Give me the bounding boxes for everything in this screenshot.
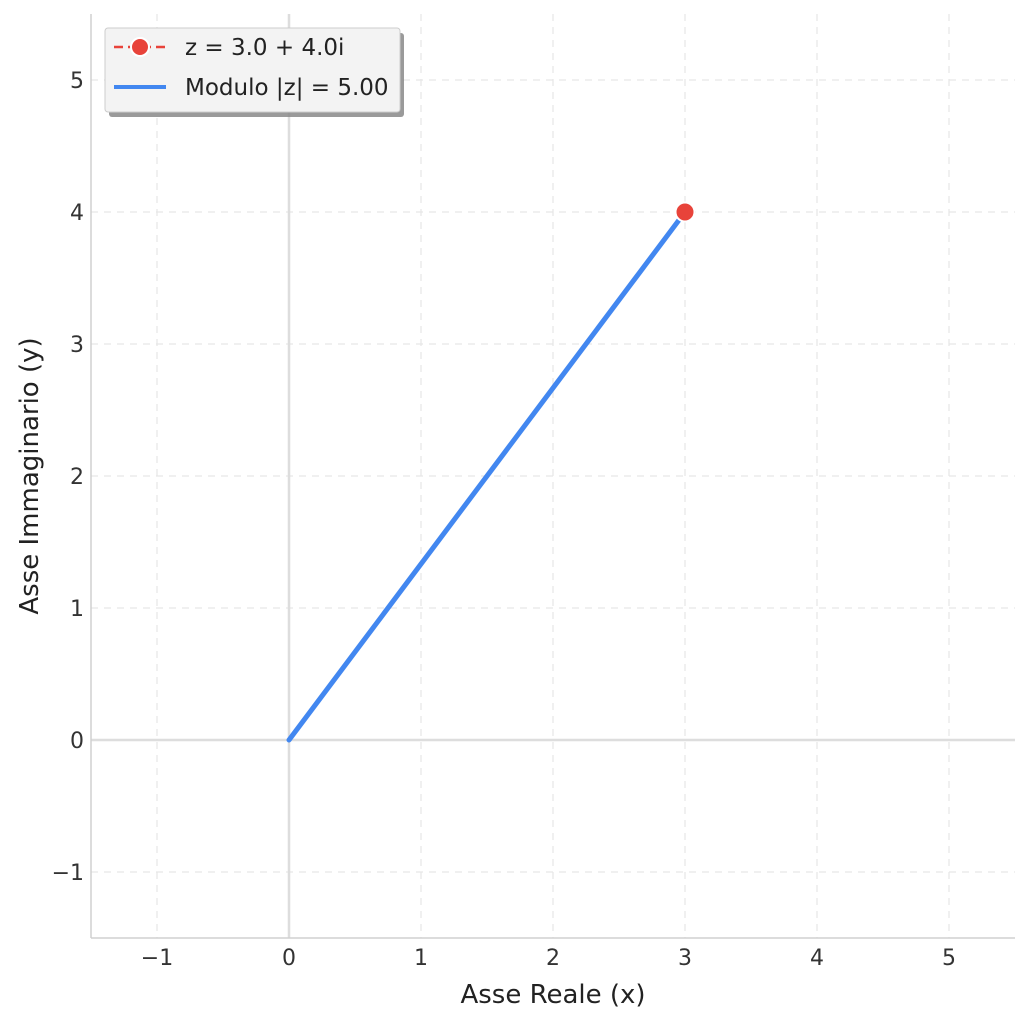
y-tick-label-1: 0 [70,729,84,754]
axes-spines [90,14,1015,939]
legend: z = 3.0 + 4.0i Modulo |z| = 5.00 [104,27,404,117]
complex-point-marker [674,201,696,223]
y-tick-label-2: 1 [70,597,84,622]
legend-box [104,27,401,113]
x-tick-label-1: 0 [282,946,296,971]
y-tick-label-0: −1 [52,861,84,886]
y-tick-label-5: 4 [70,201,84,226]
x-axis-title: Asse Reale (x) [460,980,645,1010]
data-layer [286,201,696,743]
x-tick-label-5: 4 [810,946,824,971]
tick-labels: −1 0 1 2 3 4 5 −1 0 1 2 3 4 5 [52,69,956,971]
x-tick-label-2: 1 [414,946,428,971]
legend-entry-modulus: Modulo |z| = 5.00 [114,75,389,101]
legend-point-marker-icon [130,37,150,57]
legend-label-modulus: Modulo |z| = 5.00 [185,75,389,101]
legend-entry-point: z = 3.0 + 4.0i [114,35,344,61]
modulus-line [286,209,688,743]
x-tick-label-4: 3 [678,946,692,971]
reference-axes [91,14,1015,938]
y-axis-title: Asse Immaginario (y) [15,337,45,614]
x-tick-label-0: −1 [141,946,173,971]
y-tick-label-3: 2 [70,465,84,490]
x-tick-label-3: 2 [546,946,560,971]
legend-label-point: z = 3.0 + 4.0i [185,35,344,61]
x-tick-label-6: 5 [942,946,956,971]
grid [91,14,1015,938]
y-tick-label-6: 5 [70,69,84,94]
y-tick-label-4: 3 [70,333,84,358]
